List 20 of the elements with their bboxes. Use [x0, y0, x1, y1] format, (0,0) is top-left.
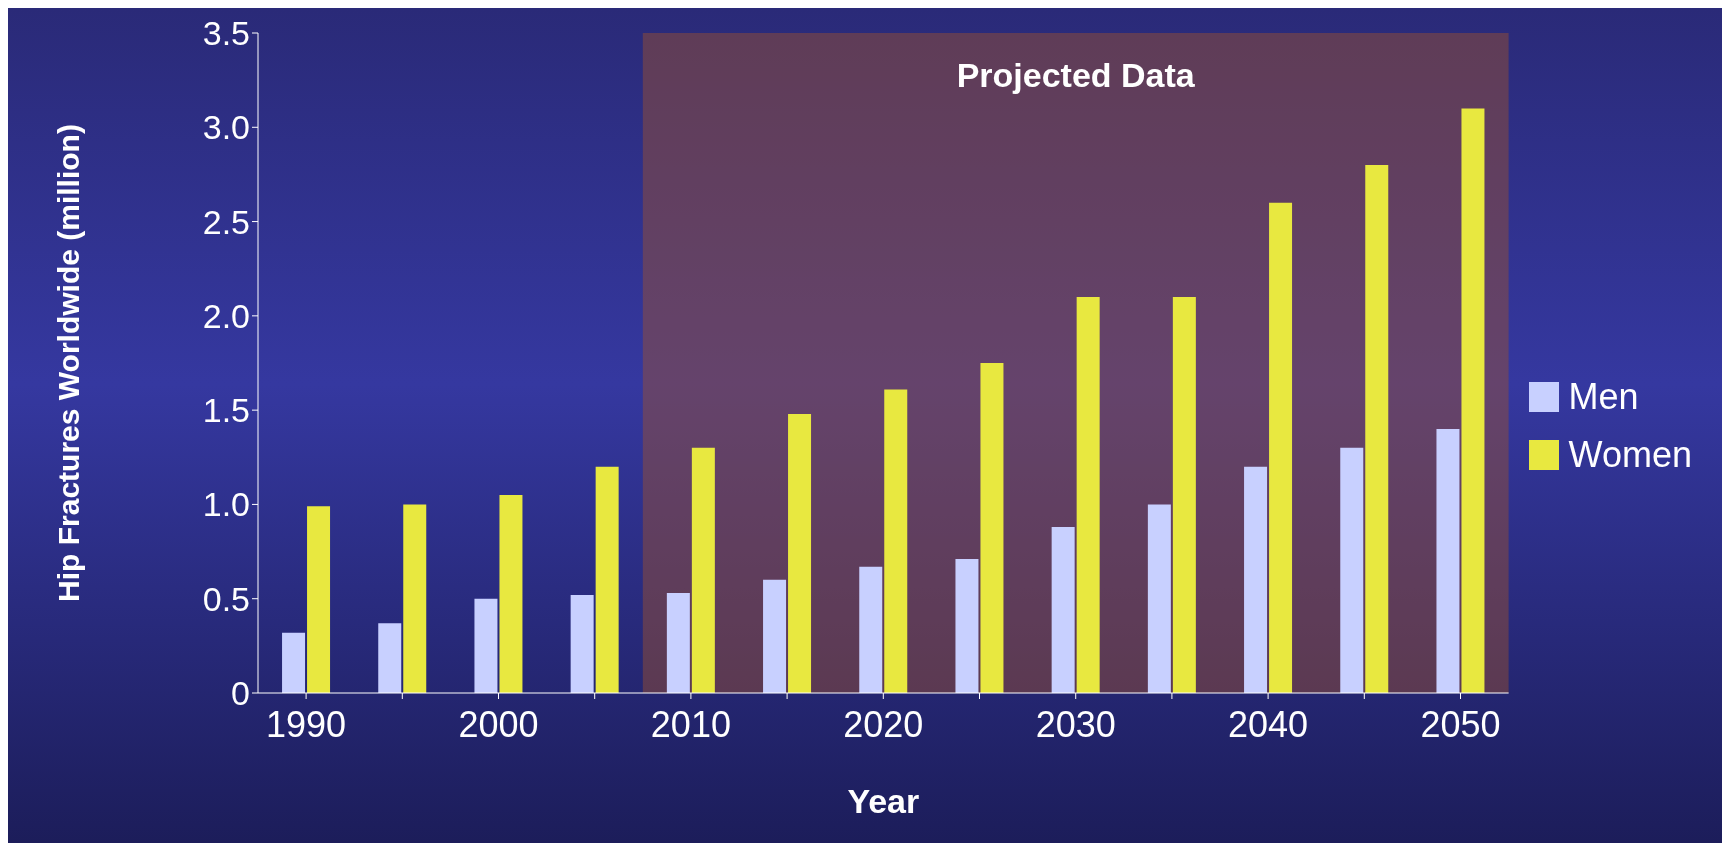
legend-label: Women: [1568, 433, 1692, 476]
legend-label: Men: [1568, 375, 1639, 418]
y-tick-label: 2.5: [202, 202, 250, 241]
band-label: Projected Data: [956, 56, 1196, 95]
x-tick-label: 2040: [1228, 703, 1309, 745]
y-tick-label: 3.5: [202, 14, 250, 53]
x-tick-label: 2020: [843, 703, 924, 745]
x-tick-label: 2030: [1035, 703, 1116, 745]
y-tick-label: 0: [231, 674, 250, 713]
x-tick-label: 2010: [650, 703, 731, 745]
y-tick-label: 1.5: [202, 391, 250, 430]
x-tick-label: 1990: [266, 703, 347, 745]
y-tick-label: 3.0: [202, 108, 250, 147]
x-axis-title: Year: [847, 782, 920, 820]
x-tick-label: 2050: [1420, 703, 1501, 745]
y-tick-label: 0.5: [202, 579, 250, 618]
y-tick-label: 1.0: [202, 485, 250, 524]
x-tick-label: 2000: [458, 703, 539, 745]
y-axis-title: Hip Fractures Worldwide (million): [51, 124, 85, 602]
y-tick-label: 2.0: [202, 296, 250, 335]
